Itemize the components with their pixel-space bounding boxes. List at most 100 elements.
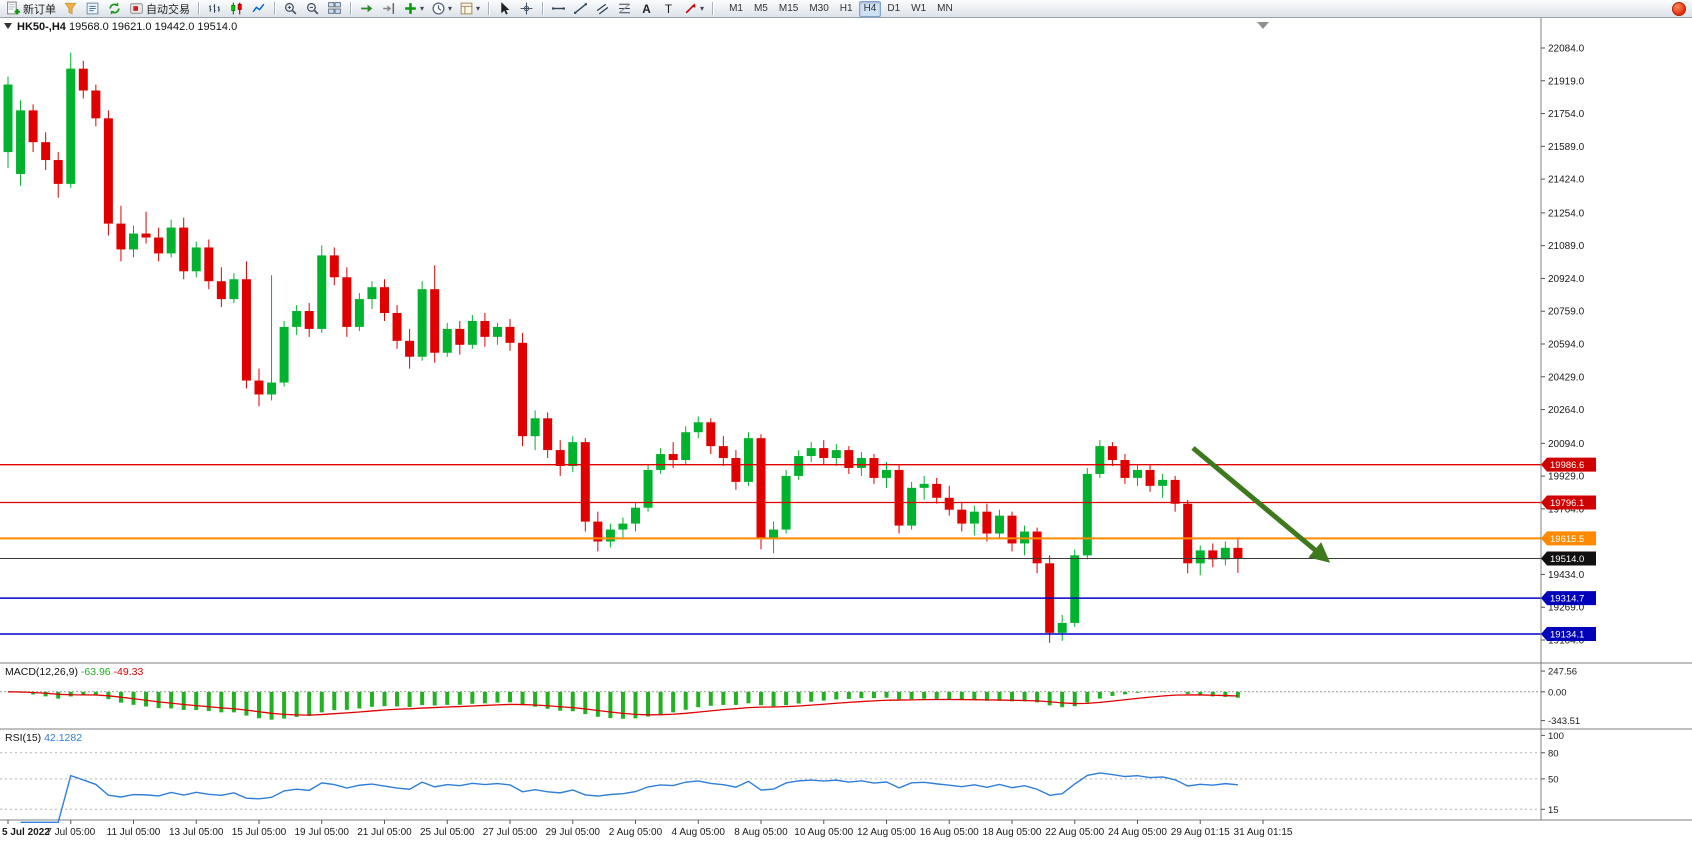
- templates-button[interactable]: ▾: [456, 0, 483, 18]
- horizontal-line-button[interactable]: [548, 0, 569, 18]
- timeframe-button-w1[interactable]: W1: [911, 2, 927, 14]
- time-axis-label: 22 Aug 05:00: [1045, 827, 1104, 838]
- time-axis-label: 10 Aug 05:00: [794, 827, 853, 838]
- timeframe-button-m30[interactable]: M30: [809, 2, 829, 14]
- candle: [354, 293, 364, 331]
- candle-body: [693, 422, 703, 433]
- toolbar-separator: [274, 2, 275, 15]
- text-button[interactable]: A: [636, 0, 657, 18]
- cursor-button[interactable]: [494, 0, 515, 18]
- candle: [1032, 527, 1042, 574]
- label-button[interactable]: T: [658, 0, 679, 18]
- macd-label: MACD(12,26,9) -63.96 -49.33: [5, 666, 143, 678]
- candle: [129, 225, 138, 258]
- profiles-funnel-icon: [64, 2, 77, 15]
- trend-arrow[interactable]: [1191, 446, 1331, 563]
- candlestick-chart-button[interactable]: [226, 0, 247, 18]
- crosshair-button[interactable]: [516, 0, 537, 18]
- time-axis-label: 5 Jul 2022: [2, 827, 50, 838]
- profiles-button[interactable]: [60, 0, 81, 18]
- timeframe-button-m15[interactable]: M15: [778, 2, 799, 14]
- market-watch-icon: [86, 2, 99, 15]
- refresh-icon: [109, 2, 120, 15]
- candle: [806, 442, 816, 463]
- candle-body: [568, 442, 578, 466]
- rsi-line: [20, 772, 1238, 824]
- candle: [480, 313, 490, 347]
- candle-body: [1220, 547, 1230, 560]
- rsi-axis-label: 50: [1548, 774, 1559, 785]
- candle-body: [304, 311, 314, 329]
- chart-shift-marker[interactable]: [1257, 22, 1269, 29]
- arrows-button[interactable]: ▾: [680, 0, 707, 18]
- candle-body: [141, 233, 151, 238]
- time-axis-label: 2 Aug 05:00: [609, 827, 663, 838]
- candle-body: [543, 418, 553, 451]
- zoom-in-button[interactable]: [280, 0, 301, 18]
- refresh-button[interactable]: [104, 0, 125, 18]
- candle: [994, 509, 1004, 538]
- bar-chart-button[interactable]: [204, 0, 225, 18]
- candle: [656, 448, 666, 474]
- candle-body: [1095, 446, 1105, 474]
- notification-button[interactable]: [1669, 0, 1689, 18]
- channel-button[interactable]: [592, 0, 613, 18]
- candle-body: [430, 289, 440, 353]
- macd-signal-line: [7, 691, 1238, 716]
- market-watch-button[interactable]: [82, 0, 103, 18]
- price-tag-flag: [1541, 591, 1596, 606]
- price-axis-label: 19929.0: [1548, 472, 1585, 483]
- timeframe-button-m5[interactable]: M5: [753, 2, 768, 14]
- price-axis-label: 21089.0: [1548, 241, 1585, 252]
- chart-shift-button[interactable]: [378, 0, 399, 18]
- candle: [605, 523, 615, 548]
- timeframe-button-h1[interactable]: H1: [839, 2, 853, 14]
- price-axis-label: 22084.0: [1548, 44, 1585, 55]
- candle: [267, 275, 277, 401]
- timeframe-button-m1[interactable]: M1: [729, 2, 743, 14]
- candle: [882, 462, 891, 488]
- price-axis-label: 20594.0: [1548, 340, 1585, 351]
- candle-body: [267, 382, 277, 395]
- arrow-tool-icon: [685, 3, 696, 14]
- candle-body: [718, 446, 728, 459]
- trendline-button[interactable]: [570, 0, 591, 18]
- one-click-trading-toggle[interactable]: [4, 23, 12, 29]
- candle-body: [103, 118, 113, 224]
- tile-windows-button[interactable]: [324, 0, 345, 18]
- fibonacci-icon: [618, 3, 631, 14]
- candle-body: [317, 255, 327, 329]
- new-order-button[interactable]: 新订单: [3, 0, 59, 18]
- candle: [756, 434, 766, 550]
- price-tag-flag: [1541, 495, 1596, 510]
- candle: [731, 450, 741, 490]
- candle: [166, 219, 176, 258]
- periods-button[interactable]: ▾: [428, 0, 455, 18]
- candle: [3, 76, 13, 168]
- candle: [179, 217, 189, 280]
- candle-body: [794, 456, 804, 476]
- templates-icon: [460, 2, 473, 15]
- fibonacci-button[interactable]: [614, 0, 635, 18]
- auto-trading-button[interactable]: 自动交易: [126, 0, 193, 18]
- auto-scroll-button[interactable]: [356, 0, 377, 18]
- candle-body: [844, 450, 854, 468]
- candle-body: [154, 237, 164, 254]
- chart-title: HK50-,H4 19568.0 19621.0 19442.0 19514.0: [17, 21, 237, 33]
- auto-trading-icon: [130, 3, 143, 14]
- candle: [317, 245, 327, 333]
- price-axis-label: 20924.0: [1548, 274, 1585, 285]
- chart-canvas[interactable]: 22084.0 21919.0 21754.0 21589.0 21424.0 21254…: [0, 18, 1692, 841]
- timeframe-button-d1[interactable]: D1: [887, 2, 901, 14]
- time-axis-label: 15 Jul 05:00: [232, 827, 287, 838]
- rsi-label: RSI(15) 42.1282: [5, 732, 82, 744]
- timeframe-button-mn[interactable]: MN: [937, 2, 953, 14]
- candle: [430, 265, 440, 363]
- line-chart-button[interactable]: [248, 0, 269, 18]
- crosshair-icon: [520, 2, 533, 15]
- indicators-button[interactable]: ▾: [400, 0, 427, 18]
- timeframe-button-h4[interactable]: H4: [858, 0, 882, 17]
- candle-body: [329, 255, 339, 278]
- candle-body: [216, 281, 226, 300]
- zoom-out-button[interactable]: [302, 0, 323, 18]
